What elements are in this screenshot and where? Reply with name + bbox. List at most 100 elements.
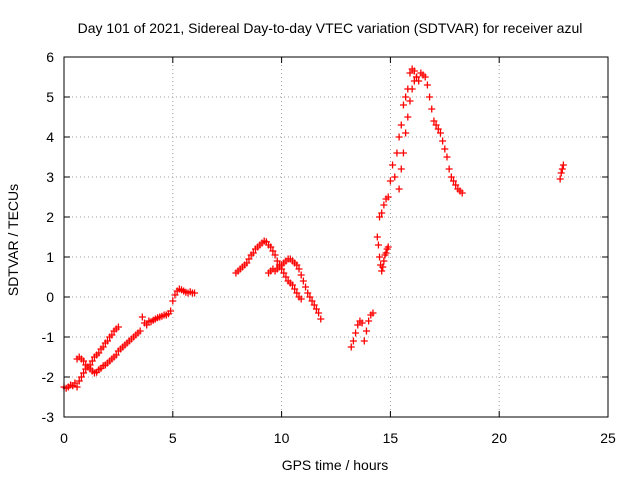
data-point [450,177,458,185]
y-tick-label: -2 [42,369,55,385]
y-tick-label: -1 [42,329,55,345]
data-point [399,149,407,157]
data-point [73,383,81,391]
data-point [71,379,79,387]
series-segment-9 [395,73,421,193]
data-point [386,177,394,185]
data-point [458,189,466,197]
grid-lines [64,57,608,417]
data-point [402,93,410,101]
data-point [374,241,382,249]
data-point [378,209,386,217]
data-point [369,309,377,317]
data-point [243,259,251,267]
data-point [291,285,299,293]
data-point [432,121,440,129]
data-point [410,77,418,85]
data-point [288,281,296,289]
data-point [354,321,362,329]
data-point [304,289,312,297]
data-point [169,297,177,305]
data-point [271,251,279,259]
data-point [302,283,310,291]
data-point [399,101,407,109]
y-tick-label: 1 [46,249,54,265]
data-point [393,149,401,157]
data-point [306,293,314,301]
y-tick-label: 5 [46,89,54,105]
x-tick-label: 25 [600,430,616,446]
data-point [99,343,107,351]
data-point [436,129,444,137]
data-point [114,323,122,331]
y-axis-label: SDTVAR / TECUs [5,184,21,296]
data-point [312,305,320,313]
data-point [171,291,179,299]
data-point [395,133,403,141]
data-point [380,257,388,265]
data-point [297,271,305,279]
y-tick-label: 3 [46,169,54,185]
data-point [447,173,455,181]
series-segment-5 [265,255,325,323]
data-point [299,277,307,285]
y-tick-label: 6 [46,49,54,65]
data-point [167,307,175,315]
series-segment-6 [347,309,377,351]
series-segment-3 [138,285,199,329]
data-point [421,73,429,81]
data-point [358,319,366,327]
data-point [373,233,381,241]
series-segment-1 [60,323,122,392]
data-point [108,331,116,339]
data-point [349,337,357,345]
data-point [380,201,388,209]
x-tick-labels: 0 5 10 15 20 25 [60,430,616,446]
data-point [439,137,447,145]
chart-title: Day 101 of 2021, Sidereal Day-to-day VTE… [78,20,583,36]
data-point [406,69,414,77]
series-segment-7 [373,233,392,275]
data-point [352,329,360,337]
data-point [95,349,103,357]
x-tick-label: 20 [491,430,507,446]
data-point [406,97,414,105]
x-tick-label: 5 [169,430,177,446]
data-point [441,145,449,153]
y-tick-label: -3 [42,409,55,425]
data-point [426,93,434,101]
data-point [80,369,88,377]
plot-frame [63,56,609,418]
data-point [297,295,305,303]
data-point [384,193,392,201]
x-tick-label: 15 [383,430,399,446]
x-axis-label: GPS time / hours [282,457,389,473]
data-point [430,117,438,125]
data-point [423,81,431,89]
data-point [360,337,368,345]
y-tick-label: 0 [46,289,54,305]
data-point [445,165,453,173]
data-point [378,267,386,275]
data-point [75,377,83,385]
data-point [557,169,565,177]
data-point [280,269,288,277]
data-point [77,373,85,381]
data-point [408,85,416,93]
data-point [382,249,390,257]
data-point [391,173,399,181]
y-tick-label: 4 [46,129,54,145]
data-point [559,161,567,169]
data-point [315,309,323,317]
data-point [558,165,566,173]
axis-ticks [63,56,609,418]
data-point [402,129,410,137]
data-point [434,125,442,133]
data-point [397,165,405,173]
data-point [112,351,120,359]
data-point [293,289,301,297]
x-tick-label: 10 [274,430,290,446]
data-point [389,161,397,169]
data-point [379,263,387,271]
data-point [104,337,112,345]
